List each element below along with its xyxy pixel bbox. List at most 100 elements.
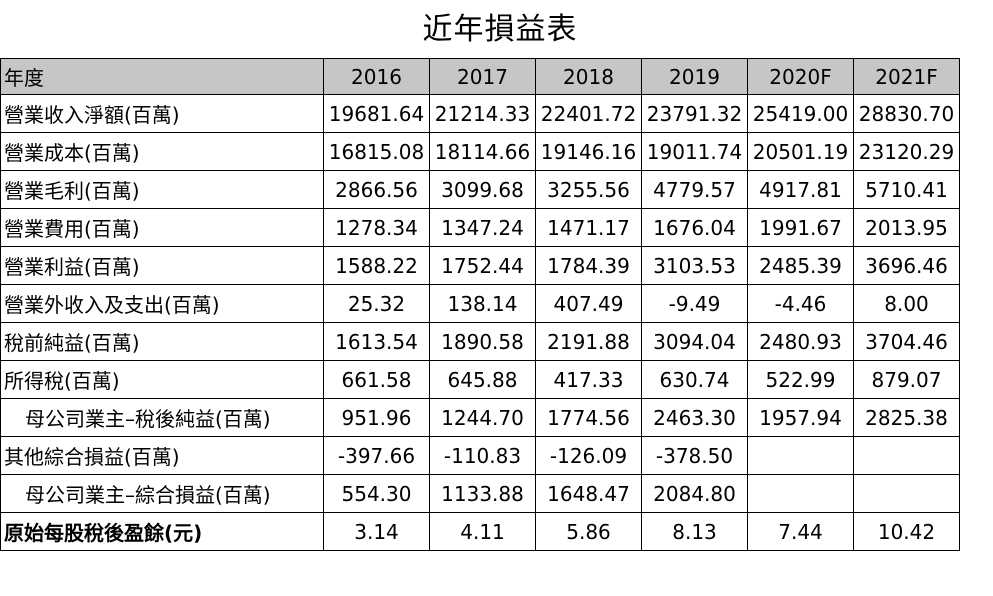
table-cell: 951.96 xyxy=(323,398,430,437)
table-cell: 5.86 xyxy=(535,512,642,551)
row-label: 營業毛利(百萬) xyxy=(0,170,324,209)
table-cell: 1347.24 xyxy=(429,208,536,247)
table-cell: 3696.46 xyxy=(853,246,960,285)
header-cell-2021f: 2021F xyxy=(853,58,960,95)
header-cell-2020f: 2020F xyxy=(747,58,854,95)
table-cell: 2485.39 xyxy=(747,246,854,285)
table-cell: 1648.47 xyxy=(535,474,642,513)
table-cell: 8.13 xyxy=(641,512,748,551)
table-cell: 25419.00 xyxy=(747,94,854,133)
header-cell-2019: 2019 xyxy=(641,58,748,95)
page-title: 近年損益表 xyxy=(422,12,578,47)
table-cell: 3.14 xyxy=(323,512,430,551)
header-row: 年度 2016 2017 2018 2019 2020F 2021F xyxy=(0,58,960,95)
table-cell: 3103.53 xyxy=(641,246,748,285)
table-cell: 18114.66 xyxy=(429,132,536,171)
header-cell-2016: 2016 xyxy=(323,58,430,95)
table-cell: 23791.32 xyxy=(641,94,748,133)
table-cell: 1244.70 xyxy=(429,398,536,437)
table-cell: 3704.46 xyxy=(853,322,960,361)
table-cell: 2480.93 xyxy=(747,322,854,361)
table-row: 母公司業主–稅後純益(百萬) 951.96 1244.70 1774.56 24… xyxy=(0,398,960,437)
table-cell: 2463.30 xyxy=(641,398,748,437)
header-cell-2017: 2017 xyxy=(429,58,536,95)
table-row: 營業毛利(百萬) 2866.56 3099.68 3255.56 4779.57… xyxy=(0,170,960,209)
table-cell: 25.32 xyxy=(323,284,430,323)
row-label: 原始每股稅後盈餘(元) xyxy=(0,512,324,551)
table-row: 所得稅(百萬) 661.58 645.88 417.33 630.74 522.… xyxy=(0,360,960,399)
table-cell: 1784.39 xyxy=(535,246,642,285)
table-cell: 407.49 xyxy=(535,284,642,323)
table-cell: 4779.57 xyxy=(641,170,748,209)
row-label: 稅前純益(百萬) xyxy=(0,322,324,361)
table-cell: 1613.54 xyxy=(323,322,430,361)
row-label: 母公司業主–稅後純益(百萬) xyxy=(0,398,324,437)
table-cell: -4.46 xyxy=(747,284,854,323)
table-cell: 2825.38 xyxy=(853,398,960,437)
table-cell: 1774.56 xyxy=(535,398,642,437)
table-cell: 3099.68 xyxy=(429,170,536,209)
table-cell: 1676.04 xyxy=(641,208,748,247)
table-cell: 1588.22 xyxy=(323,246,430,285)
table-cell: 7.44 xyxy=(747,512,854,551)
table-cell: -397.66 xyxy=(323,436,430,475)
table-cell xyxy=(747,474,854,513)
table-row: 母公司業主–綜合損益(百萬) 554.30 1133.88 1648.47 20… xyxy=(0,474,960,513)
table-cell: 19146.16 xyxy=(535,132,642,171)
table-row: 營業外收入及支出(百萬) 25.32 138.14 407.49 -9.49 -… xyxy=(0,284,960,323)
table-cell: -9.49 xyxy=(641,284,748,323)
table-row: 營業利益(百萬) 1588.22 1752.44 1784.39 3103.53… xyxy=(0,246,960,285)
header-cell-2018: 2018 xyxy=(535,58,642,95)
table-cell: 4.11 xyxy=(429,512,536,551)
table-cell: 28830.70 xyxy=(853,94,960,133)
income-statement-table: 年度 2016 2017 2018 2019 2020F 2021F 營業收入淨… xyxy=(0,58,960,551)
table-cell: 2084.80 xyxy=(641,474,748,513)
table-cell xyxy=(853,436,960,475)
table-cell: 3094.04 xyxy=(641,322,748,361)
table-cell: 20501.19 xyxy=(747,132,854,171)
row-label: 營業成本(百萬) xyxy=(0,132,324,171)
table-cell: 2191.88 xyxy=(535,322,642,361)
table-cell: 138.14 xyxy=(429,284,536,323)
table-cell: 1278.34 xyxy=(323,208,430,247)
table-cell: 522.99 xyxy=(747,360,854,399)
table-cell: -126.09 xyxy=(535,436,642,475)
table-cell: 1752.44 xyxy=(429,246,536,285)
table-cell: 2866.56 xyxy=(323,170,430,209)
table-row: 稅前純益(百萬) 1613.54 1890.58 2191.88 3094.04… xyxy=(0,322,960,361)
table-cell: 1890.58 xyxy=(429,322,536,361)
table-cell xyxy=(747,436,854,475)
table-cell: 19681.64 xyxy=(323,94,430,133)
row-label: 母公司業主–綜合損益(百萬) xyxy=(0,474,324,513)
table-cell: 4917.81 xyxy=(747,170,854,209)
table-cell xyxy=(853,474,960,513)
table-row: 營業費用(百萬) 1278.34 1347.24 1471.17 1676.04… xyxy=(0,208,960,247)
table-cell: 19011.74 xyxy=(641,132,748,171)
table-cell: 554.30 xyxy=(323,474,430,513)
table-cell: 3255.56 xyxy=(535,170,642,209)
row-label: 營業收入淨額(百萬) xyxy=(0,94,324,133)
row-label: 其他綜合損益(百萬) xyxy=(0,436,324,475)
table-cell: 1133.88 xyxy=(429,474,536,513)
table-cell: 661.58 xyxy=(323,360,430,399)
table-cell: 417.33 xyxy=(535,360,642,399)
table-row: 營業成本(百萬) 16815.08 18114.66 19146.16 1901… xyxy=(0,132,960,171)
table-cell: 2013.95 xyxy=(853,208,960,247)
table-cell: 16815.08 xyxy=(323,132,430,171)
table-cell: 645.88 xyxy=(429,360,536,399)
table-cell: 5710.41 xyxy=(853,170,960,209)
row-label: 營業利益(百萬) xyxy=(0,246,324,285)
table-cell: 879.07 xyxy=(853,360,960,399)
table-cell: 10.42 xyxy=(853,512,960,551)
table-cell: 1957.94 xyxy=(747,398,854,437)
row-label: 營業費用(百萬) xyxy=(0,208,324,247)
table-cell: 21214.33 xyxy=(429,94,536,133)
table-row: 其他綜合損益(百萬) -397.66 -110.83 -126.09 -378.… xyxy=(0,436,960,475)
table-cell: 630.74 xyxy=(641,360,748,399)
table-row: 營業收入淨額(百萬) 19681.64 21214.33 22401.72 23… xyxy=(0,94,960,133)
table-cell: -110.83 xyxy=(429,436,536,475)
table-cell: 23120.29 xyxy=(853,132,960,171)
table-cell: 1991.67 xyxy=(747,208,854,247)
table-cell: 22401.72 xyxy=(535,94,642,133)
row-label: 所得稅(百萬) xyxy=(0,360,324,399)
